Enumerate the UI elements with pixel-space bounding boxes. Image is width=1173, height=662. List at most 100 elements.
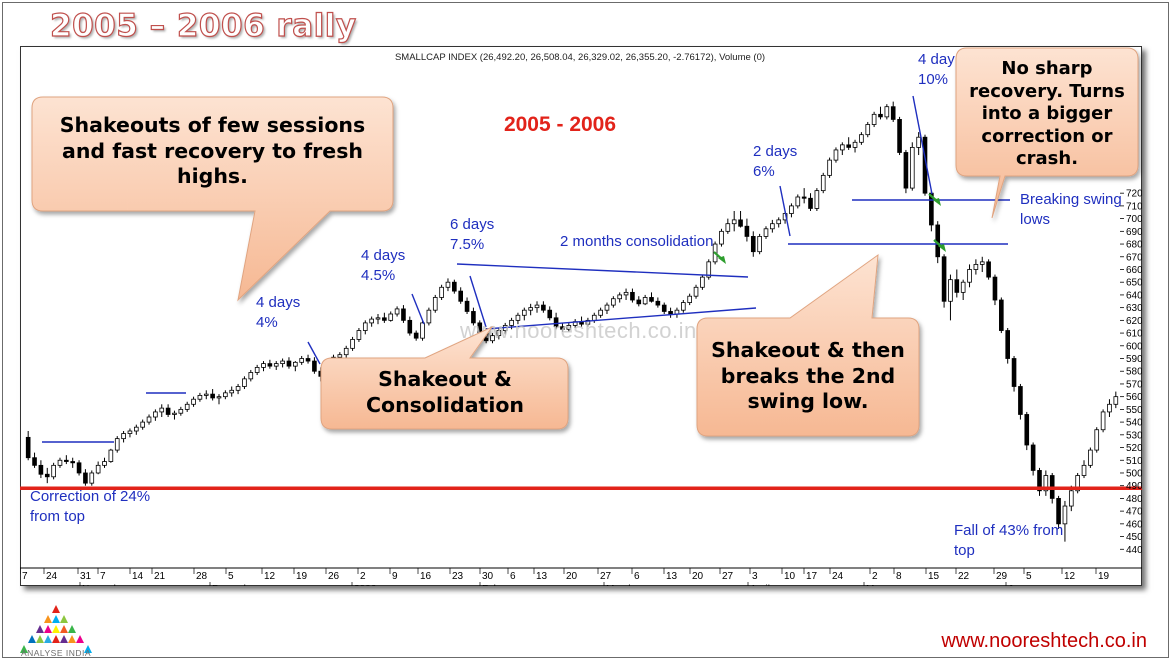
x-day-label: 21 bbox=[154, 571, 166, 582]
candle-body bbox=[197, 394, 203, 400]
candle-body bbox=[693, 286, 699, 297]
x-day-label: 29 bbox=[996, 571, 1008, 582]
footer-url[interactable]: www.nooreshtech.co.in bbox=[941, 630, 1147, 652]
candle-body bbox=[95, 464, 101, 474]
x-day-label: 30 bbox=[482, 571, 494, 582]
y-tick-label: 6200 bbox=[1126, 316, 1142, 327]
candle-body bbox=[127, 430, 133, 434]
candle-body bbox=[70, 461, 76, 464]
candle-body bbox=[83, 472, 88, 484]
x-day-label: 12 bbox=[264, 571, 276, 582]
candle-body bbox=[51, 464, 56, 478]
candle-body bbox=[38, 464, 44, 475]
candle-body bbox=[1024, 414, 1030, 446]
candle-body bbox=[1094, 429, 1100, 451]
candle-body bbox=[1011, 358, 1017, 387]
shakeout-line-4 bbox=[779, 185, 791, 237]
candle-body bbox=[1030, 444, 1036, 471]
candle-body bbox=[343, 347, 349, 356]
callout-no-sharp-recovery: No sharp recovery. Turns into a bigger c… bbox=[969, 58, 1125, 169]
candle-body bbox=[871, 113, 877, 125]
y-tick-label: 6500 bbox=[1126, 278, 1142, 289]
candle-body bbox=[32, 457, 37, 466]
x-day-label: 27 bbox=[722, 571, 734, 582]
y-tick-label: 7100 bbox=[1126, 201, 1142, 212]
candle-body bbox=[999, 299, 1004, 331]
candle-body bbox=[757, 236, 762, 253]
candle-body bbox=[121, 433, 126, 440]
candle-body bbox=[102, 461, 107, 466]
candle-body bbox=[401, 308, 406, 321]
x-day-label: 2 bbox=[872, 571, 878, 582]
x-month-label: May bbox=[866, 584, 885, 586]
candle-body bbox=[439, 286, 444, 298]
candle-body bbox=[369, 318, 374, 324]
x-day-label: 10 bbox=[784, 571, 796, 582]
chart-title: 2005 - 2006 bbox=[504, 113, 616, 136]
candle-body bbox=[293, 361, 298, 367]
candle-body bbox=[668, 311, 673, 315]
candle-body bbox=[541, 304, 546, 311]
x-day-label: 16 bbox=[420, 571, 432, 582]
candle-body bbox=[897, 119, 902, 153]
candle-body bbox=[146, 416, 152, 423]
candle-body bbox=[909, 146, 915, 189]
shakeout-line-3 bbox=[469, 275, 487, 328]
annot-correction: Correction of 24% from top bbox=[30, 488, 150, 525]
candle-body bbox=[642, 297, 648, 305]
candle-body bbox=[992, 276, 998, 301]
candle-body bbox=[820, 174, 826, 192]
x-day-label: 2 bbox=[360, 571, 366, 582]
candle-body bbox=[865, 124, 871, 136]
y-tick-label: 5900 bbox=[1126, 354, 1142, 365]
candle-body bbox=[948, 279, 953, 302]
y-tick-label: 5800 bbox=[1126, 367, 1142, 378]
candle-body bbox=[661, 304, 667, 312]
candle-body bbox=[375, 317, 381, 320]
candle-body bbox=[1005, 330, 1010, 359]
x-day-label: 5 bbox=[228, 571, 234, 582]
candle-body bbox=[1068, 490, 1074, 507]
candle-body bbox=[852, 141, 858, 148]
candle-body bbox=[878, 113, 883, 118]
candle-body bbox=[617, 294, 623, 300]
candle-body bbox=[941, 256, 947, 302]
candle-body bbox=[833, 149, 839, 161]
candle-body bbox=[248, 372, 254, 380]
y-tick-label: 4800 bbox=[1126, 494, 1142, 505]
candle-body bbox=[108, 449, 114, 462]
x-day-label: 13 bbox=[536, 571, 548, 582]
candle-body bbox=[280, 360, 285, 364]
candle-body bbox=[700, 276, 705, 288]
candle-body bbox=[140, 421, 145, 428]
x-day-label: 9 bbox=[392, 571, 398, 582]
candle-body bbox=[184, 403, 190, 410]
annot-2months: 2 months consolidation bbox=[560, 233, 713, 250]
candle-body bbox=[324, 364, 330, 377]
candle-body bbox=[312, 360, 317, 372]
x-month-label: February bbox=[482, 584, 522, 586]
y-tick-label: 7200 bbox=[1126, 189, 1142, 200]
candle-body bbox=[827, 159, 832, 176]
x-day-label: 12 bbox=[1064, 571, 1076, 582]
candle-body bbox=[1081, 464, 1087, 476]
y-tick-label: 6600 bbox=[1126, 265, 1142, 276]
y-tick-label: 4700 bbox=[1126, 507, 1142, 518]
x-day-label: 20 bbox=[566, 571, 578, 582]
candle-body bbox=[515, 314, 521, 321]
x-day-label: 23 bbox=[452, 571, 464, 582]
y-tick-label: 6400 bbox=[1126, 290, 1142, 301]
candle-body bbox=[611, 298, 616, 306]
candle-body bbox=[725, 223, 731, 232]
candle-body bbox=[452, 281, 457, 292]
x-day-label: 24 bbox=[46, 571, 58, 582]
y-tick-label: 4500 bbox=[1126, 532, 1142, 543]
candle-body bbox=[134, 426, 139, 432]
x-day-label: 19 bbox=[296, 571, 308, 582]
y-tick-label: 5100 bbox=[1126, 456, 1142, 467]
y-tick-label: 7000 bbox=[1126, 214, 1142, 225]
y-tick-label: 4600 bbox=[1126, 519, 1142, 530]
annot-4days-4: 4 days 4% bbox=[256, 294, 300, 331]
candle-body bbox=[604, 304, 610, 311]
